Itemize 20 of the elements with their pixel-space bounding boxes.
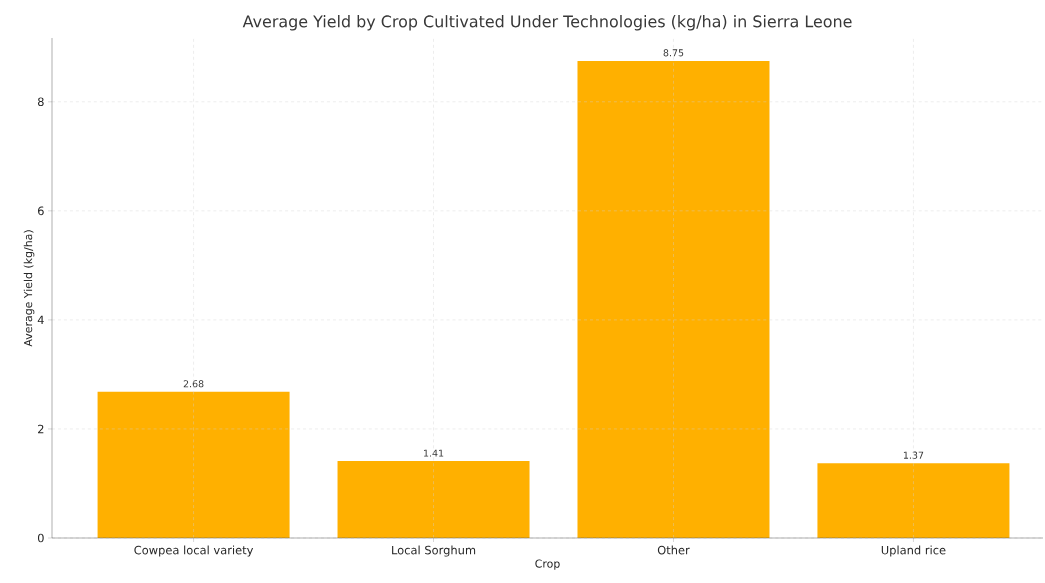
data-label: 1.41 — [424, 449, 444, 457]
bar — [337, 461, 530, 538]
y-tick-label: 2 — [38, 424, 44, 434]
x-axis-title: Crop — [535, 559, 560, 570]
chart-title: Average Yield by Crop Cultivated Under Technologies (kg/ha) in Sierra Leone — [242, 15, 852, 31]
x-tick-label: Other — [657, 545, 690, 555]
data-label: 2.68 — [183, 380, 204, 388]
bar — [817, 463, 1010, 538]
y-tick-label: 4 — [37, 315, 44, 325]
data-label: 8.75 — [663, 49, 684, 57]
y-tick-label: 0 — [37, 533, 44, 543]
y-axis-title: Average Yield (kg/ha) — [23, 230, 35, 347]
y-tick-label: 6 — [37, 206, 44, 216]
x-tick-label: Upland rice — [881, 545, 946, 557]
y-tick-label: 8 — [37, 97, 44, 107]
x-tick-label: Cowpea local variety — [134, 545, 254, 557]
bar — [577, 60, 770, 538]
bar — [97, 391, 290, 538]
x-tick-label: Local Sorghum — [392, 545, 476, 557]
data-label: 1.37 — [903, 451, 924, 459]
